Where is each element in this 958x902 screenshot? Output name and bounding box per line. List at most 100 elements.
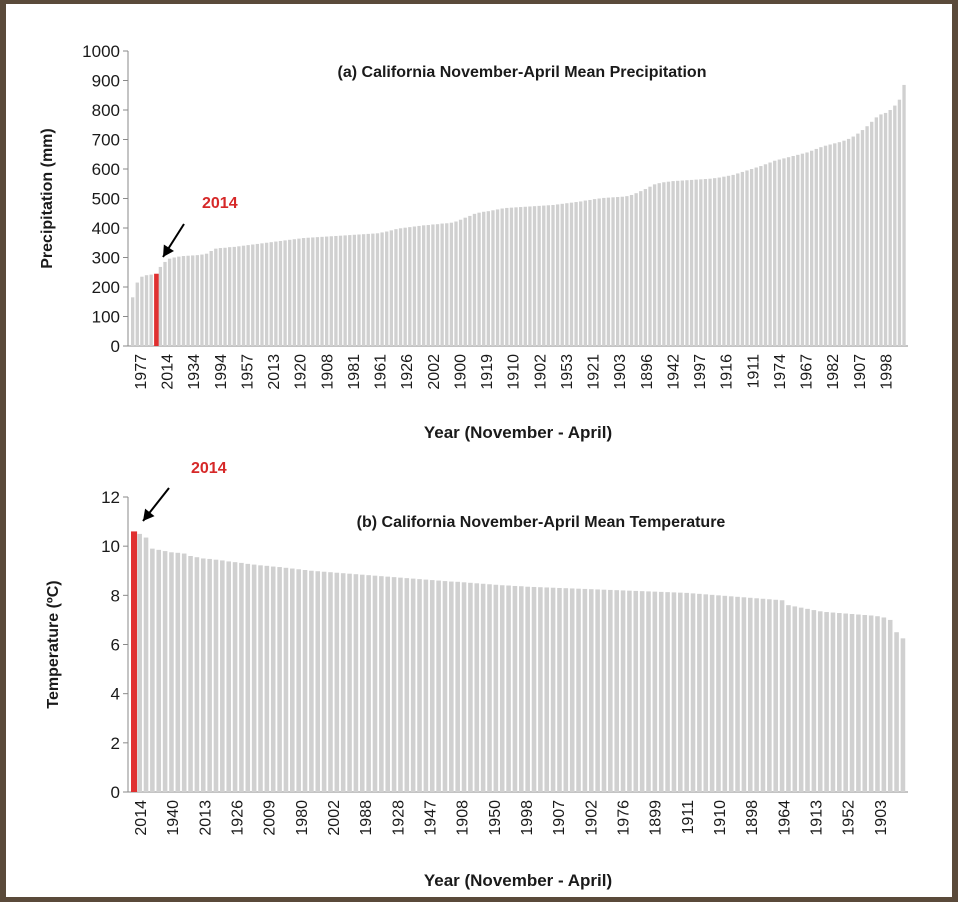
bar (214, 248, 218, 346)
bar (709, 594, 715, 792)
x-axis-label: Year (November - April) (424, 871, 612, 890)
bar (328, 572, 333, 792)
bar (468, 215, 472, 346)
bar (588, 199, 592, 346)
bar (398, 228, 403, 346)
bar (777, 159, 781, 346)
bar (311, 237, 315, 346)
bar (445, 223, 449, 346)
y-axis-label: Temperature (ºC) (45, 580, 62, 708)
bar (509, 207, 514, 346)
bar (426, 225, 430, 346)
bar (410, 578, 416, 792)
bar (338, 235, 343, 346)
bar (423, 579, 429, 792)
x-tick-label: 2009 (262, 800, 279, 836)
bar (431, 224, 435, 346)
bar (366, 233, 370, 346)
bar (606, 197, 611, 346)
bar (353, 574, 359, 792)
x-tick-label: 1903 (873, 800, 890, 836)
y-tick-label: 500 (92, 190, 120, 209)
bar (150, 548, 155, 793)
x-tick-label: 1907 (551, 800, 568, 836)
bar (782, 158, 786, 346)
bar (357, 234, 361, 346)
bar (538, 587, 543, 792)
bar (798, 607, 804, 793)
bar (519, 586, 524, 792)
bar (288, 239, 292, 346)
x-tick-label: 1910 (506, 354, 523, 390)
x-tick-label: 1921 (586, 354, 603, 390)
bar (684, 592, 689, 793)
bar (792, 606, 798, 792)
x-tick-label: 1911 (745, 354, 762, 389)
bar (477, 212, 481, 346)
bar (514, 207, 518, 346)
bar (371, 233, 375, 346)
bar (200, 558, 206, 792)
bar (264, 242, 269, 346)
bar (519, 207, 523, 346)
bar (245, 563, 251, 792)
bar (900, 638, 906, 792)
x-tick-label: 1902 (583, 800, 600, 836)
bar (629, 194, 634, 346)
bar (435, 224, 440, 346)
bar (837, 142, 842, 346)
x-tick-label: 2002 (326, 800, 343, 836)
x-tick-label: 1961 (373, 354, 390, 390)
bar (685, 180, 689, 346)
bar (463, 217, 467, 346)
y-tick-label: 300 (92, 249, 120, 268)
bar (862, 615, 868, 792)
bar (372, 575, 378, 792)
x-tick-label: 1896 (639, 354, 656, 390)
bar (888, 110, 892, 346)
bar (625, 196, 629, 346)
bar (232, 246, 236, 346)
highlight-label: 2014 (202, 195, 238, 212)
bar (582, 588, 588, 792)
y-axis-label: Precipitation (mm) (39, 128, 56, 268)
bar (277, 567, 282, 792)
bar (868, 615, 874, 792)
bar (602, 197, 606, 346)
bar (274, 241, 278, 346)
bar (627, 590, 632, 792)
y-tick-label: 6 (111, 636, 120, 655)
bar (468, 582, 473, 792)
bar (417, 579, 422, 792)
y-tick-label: 4 (111, 685, 120, 704)
bar (505, 207, 509, 346)
bar (800, 153, 805, 346)
y-tick-label: 8 (111, 586, 120, 605)
bar (699, 179, 703, 346)
bar (773, 599, 779, 792)
bar (348, 235, 352, 346)
chart-temperature: 0 2 4 6 8 10 12 2014 1940 2013 1926 2009 1980 2002 198… (45, 460, 908, 890)
bar (270, 566, 276, 792)
x-tick-label: 1934 (186, 354, 203, 390)
y-tick-label: 800 (92, 101, 120, 120)
bar (340, 573, 346, 792)
bar (429, 580, 435, 792)
bar (791, 156, 795, 346)
bar (162, 551, 168, 792)
bar (555, 204, 560, 346)
bar (754, 598, 759, 792)
x-tick-label: 1926 (399, 354, 416, 390)
bar (875, 616, 880, 792)
bar (246, 245, 250, 346)
x-tick-label: 1988 (358, 800, 375, 836)
x-tick-label: 1920 (293, 354, 310, 390)
bar (315, 237, 320, 346)
x-tick-label: 1967 (799, 354, 816, 390)
x-tick-label: 1926 (230, 800, 247, 836)
x-tick-label: 1898 (744, 800, 761, 836)
bar (842, 140, 846, 346)
chart-precipitation: 0 100 200 300 400 500 600 700 800 900 1000 1977 2014… (39, 42, 908, 442)
bar (315, 571, 321, 792)
bar (163, 261, 167, 346)
